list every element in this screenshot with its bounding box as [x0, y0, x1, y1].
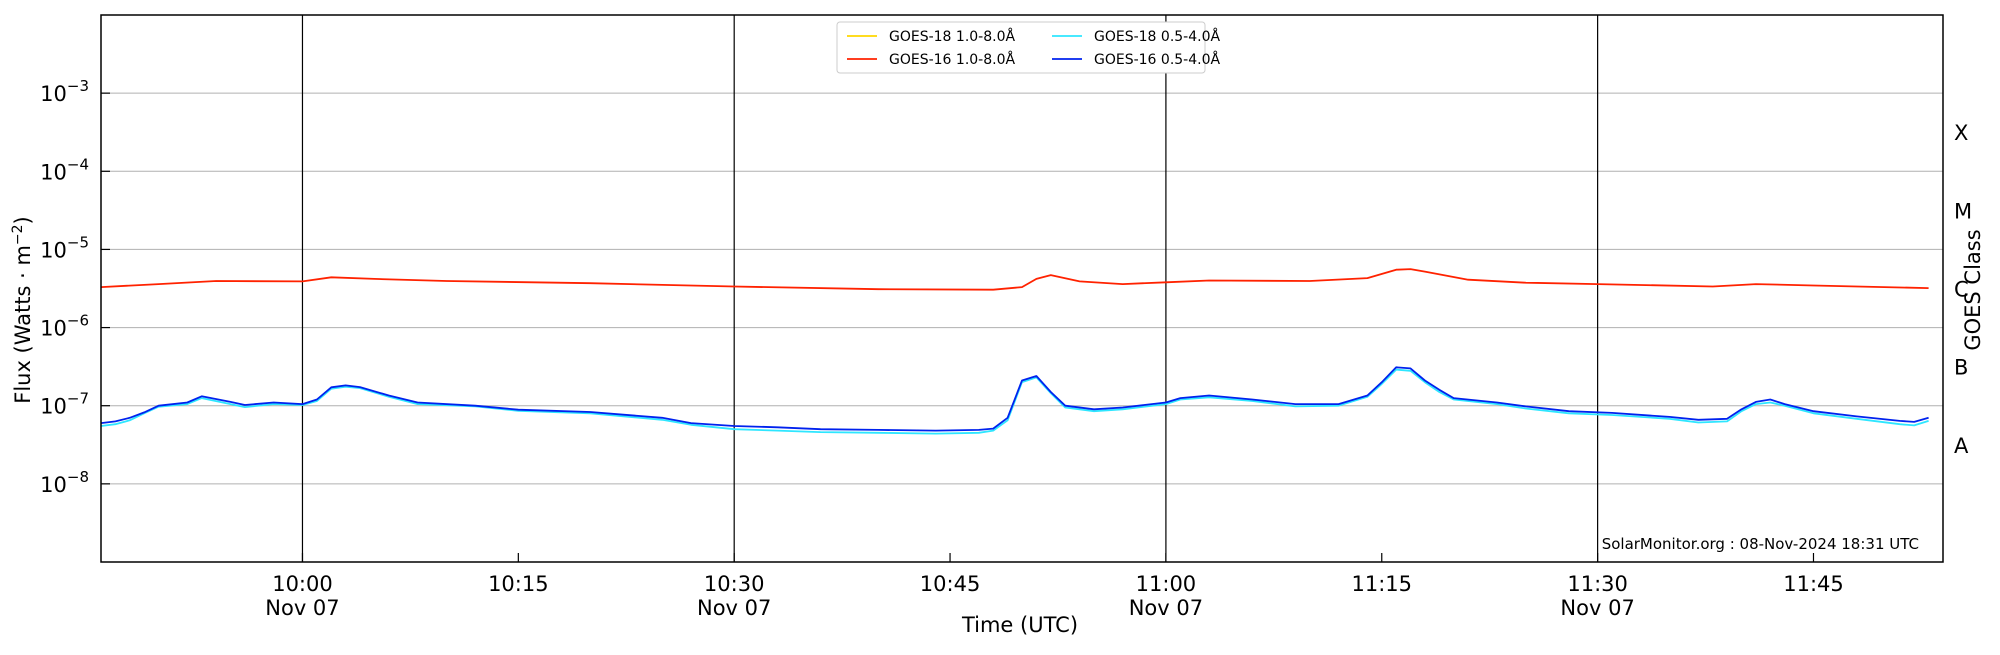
legend-label: GOES-18 1.0-8.0Å [889, 28, 1015, 45]
x-tick-label: 11:30 [1567, 572, 1628, 596]
goes-class-axis-title: GOES Class [1961, 229, 1985, 350]
goes-class-a: A [1954, 434, 1969, 458]
x-tick-date-label: Nov 07 [265, 596, 339, 620]
goes-class-x: X [1954, 121, 1968, 145]
x-axis-title: Time (UTC) [961, 613, 1078, 637]
x-tick-date-label: Nov 07 [1560, 596, 1634, 620]
legend: GOES-18 1.0-8.0Å GOES-16 1.0-8.0Å GOES-18 … [836, 21, 1220, 74]
y-axis-ticks: 10−8 10−7 10−6 10−5 10−4 10−3 [40, 77, 110, 497]
x-tick-label: 11:15 [1352, 572, 1413, 596]
legend-box [836, 21, 1206, 74]
x-tick-label: 11:45 [1783, 572, 1844, 596]
y-axis-title: Flux (Watts · m−2) [10, 216, 35, 404]
grid-layer [101, 92, 1943, 485]
legend-label: GOES-16 1.0-8.0Å [889, 51, 1015, 68]
x-tick-label: 10:45 [920, 572, 981, 596]
x-tick-date-label: Nov 07 [697, 596, 771, 620]
series-layer [100, 268, 1929, 435]
y-tick-label: 10−4 [40, 155, 89, 184]
goes-class-c: C [1954, 278, 1969, 302]
x-tick-label: 11:00 [1136, 572, 1197, 596]
day-divider-lines [301, 15, 1599, 562]
series-line-1 [100, 268, 1929, 291]
legend-label: GOES-18 0.5-4.0Å [1094, 28, 1220, 45]
watermark-credit: SolarMonitor.org : 08-Nov-2024 18:31 UTC [1602, 535, 1919, 553]
y-tick-label: 10−5 [40, 233, 89, 262]
x-tick-date-label: Nov 07 [1129, 596, 1203, 620]
plot-frame [100, 14, 1944, 563]
goes-class-m: M [1954, 199, 1972, 223]
goes-class-labels: A B C M X [1954, 121, 1972, 458]
x-tick-label: 10:00 [272, 572, 333, 596]
legend-label: GOES-16 0.5-4.0Å [1094, 51, 1220, 68]
y-tick-label: 10−3 [40, 77, 89, 106]
series-line-3 [100, 366, 1929, 432]
x-tick-label: 10:15 [488, 572, 549, 596]
x-tick-label: 10:30 [704, 572, 765, 596]
y-tick-label: 10−8 [40, 468, 89, 497]
y-tick-label: 10−6 [40, 312, 89, 341]
y-tick-label: 10−7 [40, 390, 89, 419]
goes-class-b: B [1954, 356, 1968, 380]
